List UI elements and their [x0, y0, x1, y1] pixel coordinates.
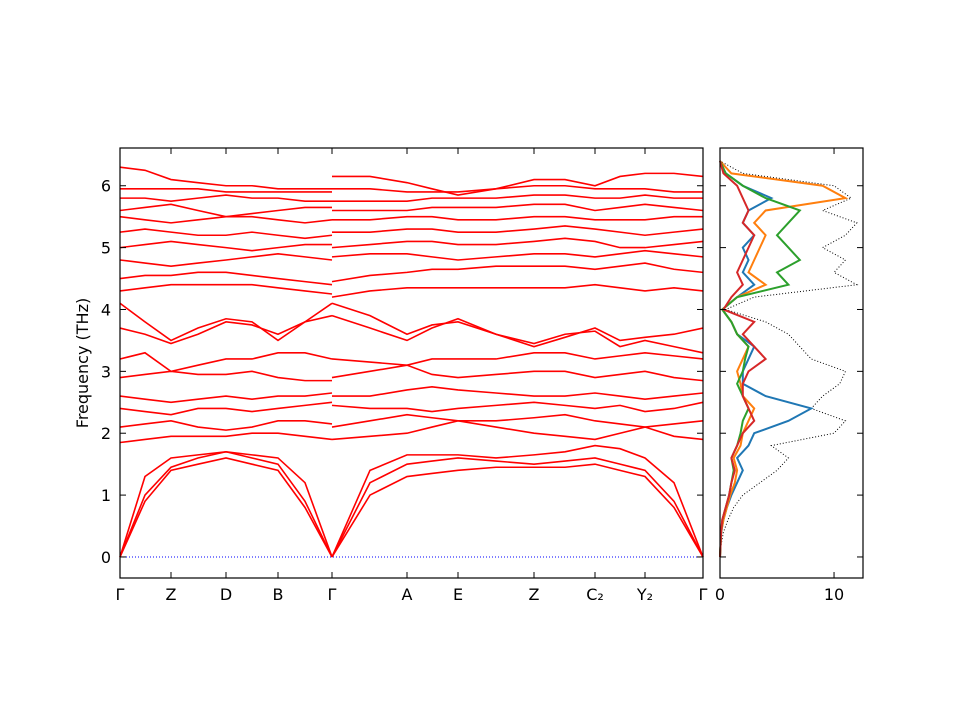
x-tick-label: C₂ — [586, 585, 604, 604]
band-line — [119, 302, 704, 354]
x-tick-label: B — [273, 585, 284, 604]
y-tick-label: 4 — [101, 300, 111, 319]
band-line — [119, 413, 704, 431]
y-tick-label: 0 — [101, 548, 111, 567]
y-tick-label: 3 — [101, 362, 111, 381]
x-tick-label: D — [220, 585, 232, 604]
x-tick-label: 0 — [715, 585, 725, 604]
x-tick-label: A — [402, 585, 413, 604]
band-line — [119, 457, 704, 558]
band-line — [119, 314, 704, 348]
band-line — [120, 194, 703, 203]
band-line — [119, 351, 704, 373]
band-line — [119, 225, 704, 240]
x-tick-label: 10 — [824, 585, 844, 604]
band-line — [119, 401, 704, 416]
band-line — [120, 184, 703, 193]
band-line — [119, 262, 704, 286]
y-tick-label: 5 — [101, 239, 111, 258]
x-tick-label: Γ — [328, 585, 337, 604]
band-line — [119, 386, 704, 404]
dos-line — [719, 160, 768, 558]
x-tick-label: E — [453, 585, 463, 604]
y-tick-label: 6 — [101, 177, 111, 196]
plot-frame — [119, 147, 704, 579]
band-line — [119, 203, 704, 218]
band-line — [119, 283, 704, 298]
y-tick-label: 2 — [101, 424, 111, 443]
band-line — [119, 237, 704, 252]
x-tick-label: Z — [166, 585, 177, 604]
band-line — [119, 166, 704, 196]
x-tick-label: Z — [529, 585, 540, 604]
x-tick-label: Γ — [699, 585, 708, 604]
y-tick-label: 1 — [101, 486, 111, 505]
plot-frame — [719, 147, 864, 579]
dos-line — [719, 160, 849, 558]
y-axis-label: Frequency (THz) — [73, 298, 92, 428]
band-line — [119, 249, 704, 267]
band-line — [119, 444, 704, 558]
x-tick-label: Y₂ — [636, 585, 653, 604]
x-tick-label: Γ — [116, 585, 125, 604]
